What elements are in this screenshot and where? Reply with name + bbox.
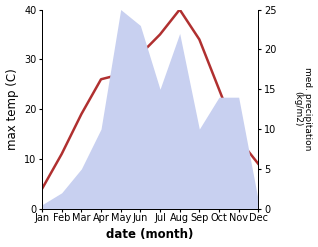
Y-axis label: max temp (C): max temp (C) — [5, 68, 18, 150]
Y-axis label: med. precipitation
(kg/m2): med. precipitation (kg/m2) — [293, 67, 313, 151]
X-axis label: date (month): date (month) — [107, 228, 194, 242]
